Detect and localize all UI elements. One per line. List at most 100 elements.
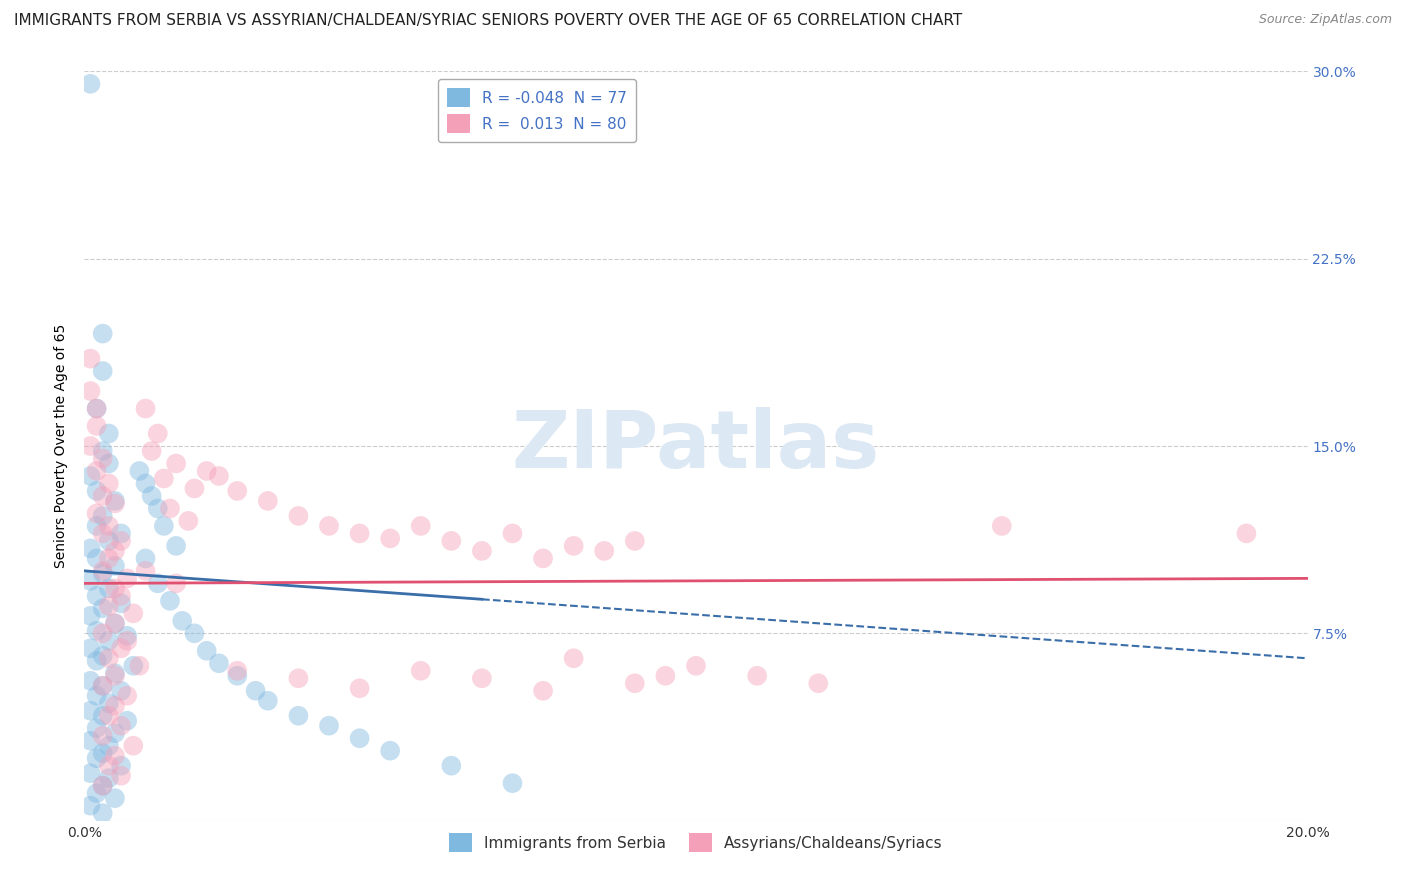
Text: Source: ZipAtlas.com: Source: ZipAtlas.com xyxy=(1258,13,1392,27)
Point xyxy=(91,779,114,793)
Point xyxy=(79,541,101,556)
Point xyxy=(624,676,647,690)
Y-axis label: Seniors Poverty Over the Age of 65: Seniors Poverty Over the Age of 65 xyxy=(55,324,69,568)
Point xyxy=(91,601,114,615)
Point xyxy=(86,751,108,765)
Point xyxy=(409,519,432,533)
Point xyxy=(624,533,647,548)
Point xyxy=(79,77,101,91)
Point xyxy=(97,739,120,753)
Point xyxy=(135,564,157,578)
Point xyxy=(91,451,114,466)
Point xyxy=(97,633,120,648)
Point xyxy=(128,658,150,673)
Point xyxy=(562,539,585,553)
Point xyxy=(110,641,132,656)
Point xyxy=(104,669,127,683)
Point xyxy=(122,739,145,753)
Point xyxy=(79,351,101,366)
Point xyxy=(86,519,108,533)
Point xyxy=(153,471,176,485)
Point xyxy=(91,746,114,760)
Point xyxy=(122,658,145,673)
Point xyxy=(86,507,108,521)
Point xyxy=(86,624,108,638)
Point xyxy=(104,616,127,631)
Point xyxy=(104,616,127,631)
Point xyxy=(562,651,585,665)
Point xyxy=(86,689,108,703)
Point xyxy=(97,758,120,772)
Point xyxy=(104,726,127,740)
Point xyxy=(502,776,524,790)
Point xyxy=(91,489,114,503)
Point xyxy=(165,576,187,591)
Point xyxy=(97,519,120,533)
Point xyxy=(349,526,371,541)
Point xyxy=(183,482,205,496)
Point xyxy=(104,496,127,510)
Point xyxy=(91,679,114,693)
Point xyxy=(79,439,101,453)
Point xyxy=(104,698,127,713)
Point xyxy=(97,651,120,665)
Point xyxy=(79,798,101,813)
Point xyxy=(104,666,127,681)
Point xyxy=(86,654,108,668)
Point xyxy=(135,476,157,491)
Point xyxy=(531,551,554,566)
Point xyxy=(226,664,249,678)
Point xyxy=(593,544,616,558)
Point xyxy=(122,607,145,621)
Point xyxy=(183,626,205,640)
Point xyxy=(91,806,114,821)
Point xyxy=(146,576,169,591)
Point xyxy=(79,766,101,780)
Point xyxy=(79,673,101,688)
Point xyxy=(86,551,108,566)
Point xyxy=(208,469,231,483)
Point xyxy=(91,679,114,693)
Point xyxy=(685,658,707,673)
Point xyxy=(104,558,127,573)
Point xyxy=(86,464,108,478)
Point xyxy=(97,771,120,785)
Point xyxy=(115,689,138,703)
Point xyxy=(287,508,309,523)
Point xyxy=(79,641,101,656)
Point xyxy=(104,582,127,596)
Point xyxy=(79,469,101,483)
Point xyxy=(226,669,249,683)
Point xyxy=(165,457,187,471)
Point xyxy=(165,539,187,553)
Point xyxy=(110,526,132,541)
Point xyxy=(86,419,108,434)
Point xyxy=(79,384,101,398)
Point xyxy=(110,769,132,783)
Point xyxy=(110,596,132,610)
Point xyxy=(110,683,132,698)
Point xyxy=(86,401,108,416)
Point xyxy=(79,733,101,747)
Point xyxy=(97,582,120,596)
Point xyxy=(471,671,494,685)
Point xyxy=(104,748,127,763)
Point xyxy=(153,519,176,533)
Point xyxy=(110,533,132,548)
Point xyxy=(110,589,132,603)
Point xyxy=(91,779,114,793)
Point xyxy=(380,744,402,758)
Point xyxy=(115,571,138,585)
Point xyxy=(110,719,132,733)
Point xyxy=(104,791,127,805)
Point xyxy=(97,476,120,491)
Point xyxy=(991,519,1014,533)
Text: ZIPatlas: ZIPatlas xyxy=(512,407,880,485)
Point xyxy=(115,714,138,728)
Point xyxy=(226,483,249,498)
Point xyxy=(208,657,231,671)
Text: IMMIGRANTS FROM SERBIA VS ASSYRIAN/CHALDEAN/SYRIAC SENIORS POVERTY OVER THE AGE : IMMIGRANTS FROM SERBIA VS ASSYRIAN/CHALD… xyxy=(14,13,962,29)
Point xyxy=(349,681,371,696)
Point xyxy=(86,401,108,416)
Point xyxy=(440,758,463,772)
